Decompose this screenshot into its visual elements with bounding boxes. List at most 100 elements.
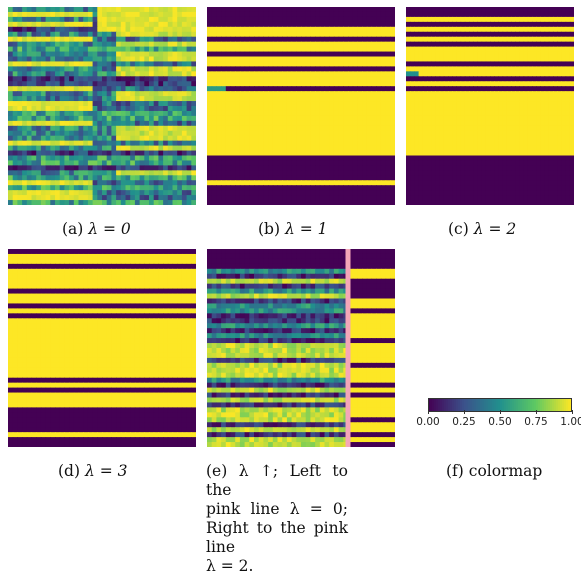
heatmap-c-cell <box>443 180 449 186</box>
heatmap-c-cell <box>494 101 499 107</box>
heatmap-a-cell <box>144 135 150 142</box>
heatmap-a-cell <box>139 91 145 97</box>
heatmap-c-cell <box>406 165 411 171</box>
heatmap-b-cell <box>324 130 330 137</box>
heatmap-b-cell <box>263 120 269 127</box>
heatmap-c-cell <box>406 145 411 152</box>
heatmap-c-cell <box>540 11 546 18</box>
heatmap-c-cell <box>443 31 449 38</box>
heatmap-a-cell <box>50 185 56 191</box>
heatmap-b-cell <box>272 76 279 82</box>
heatmap-a-cell <box>167 11 174 18</box>
heatmap-a-cell <box>50 7 56 13</box>
heatmap-c-cell <box>485 26 491 33</box>
heatmap-c-cell <box>414 185 420 191</box>
heatmap-d-cell <box>55 263 61 270</box>
heatmap-c-cell <box>452 61 457 67</box>
heatmap-b-cell <box>324 185 330 191</box>
heatmap-d-cell <box>102 253 108 260</box>
heatmap-a-cell <box>55 140 61 147</box>
heatmap-c-cell <box>511 86 516 92</box>
heatmap-c-cell <box>565 101 571 107</box>
heatmap-b-cell <box>357 51 363 58</box>
heatmap-a-cell <box>106 125 112 132</box>
heatmap-a-cell <box>186 165 192 171</box>
heatmap-c-cell <box>456 61 462 67</box>
heatmap-b-cell <box>263 175 269 181</box>
heatmap-b-cell <box>329 155 335 162</box>
heatmap-b-cell <box>366 16 373 23</box>
heatmap-a-cell <box>55 165 61 171</box>
heatmap-b-cell <box>263 140 269 147</box>
heatmap-a-cell <box>78 26 84 33</box>
heatmap-b-cell <box>272 120 279 127</box>
heatmap-b-cell <box>211 155 217 162</box>
heatmap-a-cell <box>50 130 56 137</box>
heatmap-a-cell <box>45 115 51 122</box>
heatmap-a-cell <box>78 81 84 87</box>
heatmap-b-cell <box>282 81 288 87</box>
heatmap-a-cell <box>64 11 70 18</box>
heatmap-a-cell <box>12 160 18 166</box>
heatmap-c-cell <box>460 155 466 162</box>
heatmap-b-cell <box>244 31 250 38</box>
heatmap-c-cell <box>553 110 558 117</box>
heatmap-c-cell <box>422 66 428 72</box>
heatmap-b-cell <box>216 130 222 137</box>
heatmap-c-cell <box>515 140 520 147</box>
heatmap-b-cell <box>329 76 335 82</box>
heatmap-a-cell <box>134 180 141 186</box>
heatmap-c-cell <box>511 16 516 23</box>
heatmap-b-cell <box>286 150 293 157</box>
heatmap-c-cell <box>414 56 420 63</box>
heatmap-b-cell <box>338 170 344 176</box>
heatmap-b-cell <box>362 165 368 171</box>
heatmap-d-cell <box>17 249 23 255</box>
heatmap-c-cell <box>469 96 474 102</box>
heatmap-b-cell <box>362 56 368 63</box>
heatmap-a-cell <box>22 150 28 157</box>
heatmap-b-cell <box>291 86 297 92</box>
heatmap-d-cell <box>17 258 23 265</box>
heatmap-c-cell <box>464 16 470 23</box>
heatmap-a-cell <box>158 135 164 142</box>
heatmap-b-cell <box>225 200 232 205</box>
heatmap-a-cell <box>59 195 65 201</box>
heatmap-c-cell <box>431 36 436 43</box>
heatmap-d-cell <box>40 268 47 275</box>
heatmap-b-cell <box>380 190 387 196</box>
heatmap-b-cell <box>249 200 255 205</box>
heatmap-a-cell <box>36 115 42 122</box>
heatmap-b-cell <box>263 86 269 92</box>
heatmap-c-cell <box>427 46 432 53</box>
heatmap-b-cell <box>277 66 283 72</box>
heatmap-c-cell <box>418 56 424 63</box>
heatmap-c-cell <box>477 115 483 122</box>
heatmap-a-cell <box>153 160 159 166</box>
heatmap-c-cell <box>414 175 420 181</box>
heatmap-c-cell <box>406 7 411 13</box>
heatmap-c-cell <box>422 56 428 63</box>
heatmap-b-cell <box>352 96 358 102</box>
heatmap-b-cell <box>348 51 354 58</box>
heatmap-a-cell <box>172 101 178 107</box>
heatmap-a-cell <box>36 195 42 201</box>
heatmap-a-cell <box>26 101 33 107</box>
heatmap-c-cell <box>498 11 504 18</box>
heatmap-b-cell <box>380 56 387 63</box>
heatmap-b-cell <box>333 175 340 181</box>
heatmap-a-cell <box>64 7 70 13</box>
heatmap-d-cell <box>8 253 14 260</box>
heatmap-b-cell <box>277 36 283 43</box>
heatmap-b-cell <box>282 130 288 137</box>
heatmap-b-cell <box>390 200 395 205</box>
heatmap-b-cell <box>207 31 213 38</box>
heatmap-b-cell <box>216 125 222 132</box>
heatmap-c-cell <box>452 165 457 171</box>
heatmap-c-cell <box>464 101 470 107</box>
heatmap-a-cell <box>153 31 159 38</box>
heatmap-b-cell <box>235 130 241 137</box>
heatmap-a-cell <box>50 190 56 196</box>
heatmap-b-cell <box>221 200 227 205</box>
heatmap-c-cell <box>544 165 550 171</box>
